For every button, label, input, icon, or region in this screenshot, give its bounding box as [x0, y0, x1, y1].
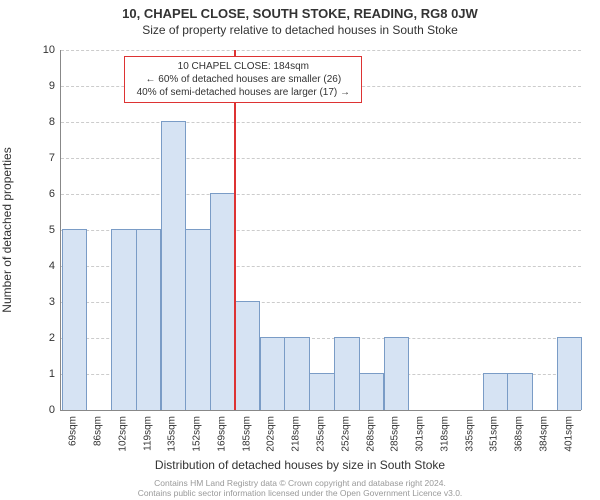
- x-tick-label: 235sqm: [316, 416, 327, 452]
- x-tick-label: 301sqm: [415, 416, 426, 452]
- y-tick-label: 0: [35, 404, 55, 416]
- x-tick-label: 102sqm: [117, 416, 128, 452]
- x-tick-label: 268sqm: [365, 416, 376, 452]
- y-tick-label: 1: [35, 368, 55, 380]
- bar: [284, 337, 310, 410]
- y-tick-label: 2: [35, 332, 55, 344]
- x-tick-label: 185sqm: [241, 416, 252, 452]
- bar: [235, 301, 261, 410]
- bar: [334, 337, 360, 410]
- footer-copyright-2: Contains public sector information licen…: [0, 488, 600, 498]
- x-tick-label: 119sqm: [142, 416, 153, 451]
- bar: [384, 337, 410, 410]
- bar: [359, 373, 385, 410]
- chart-title-address: 10, CHAPEL CLOSE, SOUTH STOKE, READING, …: [0, 0, 600, 21]
- y-tick-label: 7: [35, 152, 55, 164]
- chart-plot-area: 01234567891069sqm86sqm102sqm119sqm135sqm…: [60, 50, 580, 410]
- gridline: [61, 158, 581, 159]
- x-tick-label: 335sqm: [464, 416, 475, 452]
- annotation-box: 10 CHAPEL CLOSE: 184sqm← 60% of detached…: [124, 56, 362, 103]
- x-tick-label: 252sqm: [340, 416, 351, 452]
- x-tick-label: 368sqm: [514, 416, 525, 452]
- bar: [62, 229, 88, 410]
- x-axis-label: Distribution of detached houses by size …: [0, 458, 600, 472]
- x-tick-label: 152sqm: [192, 416, 203, 452]
- bar: [185, 229, 211, 410]
- y-tick-label: 6: [35, 188, 55, 200]
- x-tick-label: 202sqm: [266, 416, 277, 452]
- x-tick-label: 69sqm: [68, 416, 79, 446]
- annotation-line: 10 CHAPEL CLOSE: 184sqm: [131, 60, 355, 73]
- chart-footer: Contains HM Land Registry data © Crown c…: [0, 478, 600, 498]
- bar: [136, 229, 162, 410]
- x-tick-label: 384sqm: [538, 416, 549, 452]
- x-tick-label: 218sqm: [291, 416, 302, 452]
- gridline: [61, 194, 581, 195]
- gridline: [61, 122, 581, 123]
- y-tick-label: 5: [35, 224, 55, 236]
- y-tick-label: 3: [35, 296, 55, 308]
- bar: [507, 373, 533, 410]
- bar: [161, 121, 187, 410]
- annotation-line: ← 60% of detached houses are smaller (26…: [131, 73, 355, 86]
- x-tick-label: 318sqm: [439, 416, 450, 452]
- bar: [260, 337, 286, 410]
- marker-line: [234, 50, 236, 410]
- x-tick-label: 86sqm: [93, 416, 104, 446]
- y-tick-label: 4: [35, 260, 55, 272]
- gridline: [61, 50, 581, 51]
- y-axis-label: Number of detached properties: [0, 147, 14, 312]
- x-tick-label: 169sqm: [216, 416, 227, 452]
- chart-title-description: Size of property relative to detached ho…: [0, 21, 600, 37]
- footer-copyright-1: Contains HM Land Registry data © Crown c…: [0, 478, 600, 488]
- y-tick-label: 10: [35, 44, 55, 56]
- y-tick-label: 9: [35, 80, 55, 92]
- bar: [483, 373, 509, 410]
- bar: [557, 337, 583, 410]
- bar: [210, 193, 236, 410]
- x-tick-label: 401sqm: [563, 416, 574, 452]
- x-tick-label: 351sqm: [489, 416, 500, 452]
- x-tick-label: 135sqm: [167, 416, 178, 452]
- y-tick-label: 8: [35, 116, 55, 128]
- annotation-line: 40% of semi-detached houses are larger (…: [131, 86, 355, 99]
- bar: [309, 373, 335, 410]
- x-tick-label: 285sqm: [390, 416, 401, 452]
- bar: [111, 229, 137, 410]
